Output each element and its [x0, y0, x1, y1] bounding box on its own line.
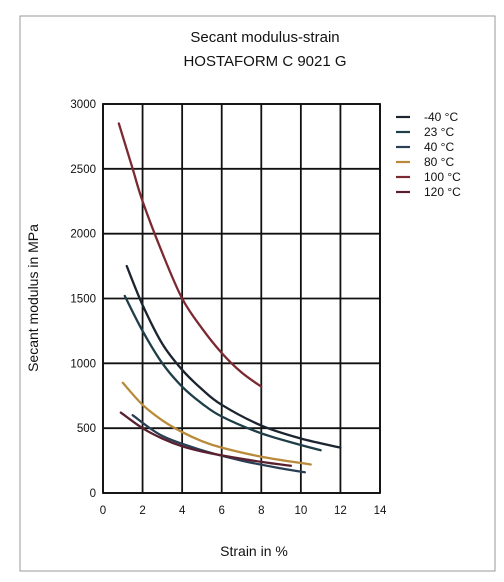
x-tick-label: 6: [219, 505, 225, 517]
y-tick-label: 2500: [70, 164, 96, 176]
x-tick-labels: 0 2 4 6 8 10 12 14: [100, 505, 387, 517]
x-tick-label: 10: [294, 505, 307, 517]
x-tick-label: 12: [334, 505, 347, 517]
chart-title: Secant modulus-strain: [190, 29, 339, 46]
legend-label-1: 23 °C: [424, 125, 454, 139]
series-line-3: [121, 381, 312, 466]
x-tick-label: 14: [374, 505, 387, 517]
y-tick-label: 3000: [70, 99, 96, 111]
series-line-1: [123, 294, 322, 452]
x-tick-label: 4: [179, 505, 186, 517]
y-tick-label: 2000: [70, 229, 96, 241]
series-line-5: [119, 411, 293, 467]
y-tick-label: 500: [77, 423, 96, 435]
series-line-4: [117, 122, 263, 388]
y-axis-label: Secant modulus in MPa: [25, 224, 41, 372]
y-tick-labels: 0 500 1000 1500 2000 2500 3000: [70, 99, 96, 500]
x-tick-label: 0: [100, 505, 106, 517]
chart-frame: [19, 15, 496, 572]
chart-subtitle: HOSTAFORM C 9021 G: [183, 53, 346, 70]
series-line-0: [125, 264, 342, 449]
plot-border: [102, 103, 381, 494]
x-tick-label: 8: [258, 505, 264, 517]
legend-label-0: -40 °C: [424, 110, 458, 124]
y-tick-label: 0: [90, 488, 96, 500]
legend-label-2: 40 °C: [424, 140, 454, 154]
legend-label-4: 100 °C: [424, 170, 461, 184]
legend-label-3: 80 °C: [424, 155, 454, 169]
y-tick-label: 1500: [70, 294, 96, 306]
y-tick-label: 1000: [70, 358, 96, 370]
x-tick-label: 2: [139, 505, 145, 517]
series-lines: [117, 122, 342, 474]
x-axis-label: Strain in %: [220, 543, 288, 559]
legend-label-5: 120 °C: [424, 185, 461, 199]
